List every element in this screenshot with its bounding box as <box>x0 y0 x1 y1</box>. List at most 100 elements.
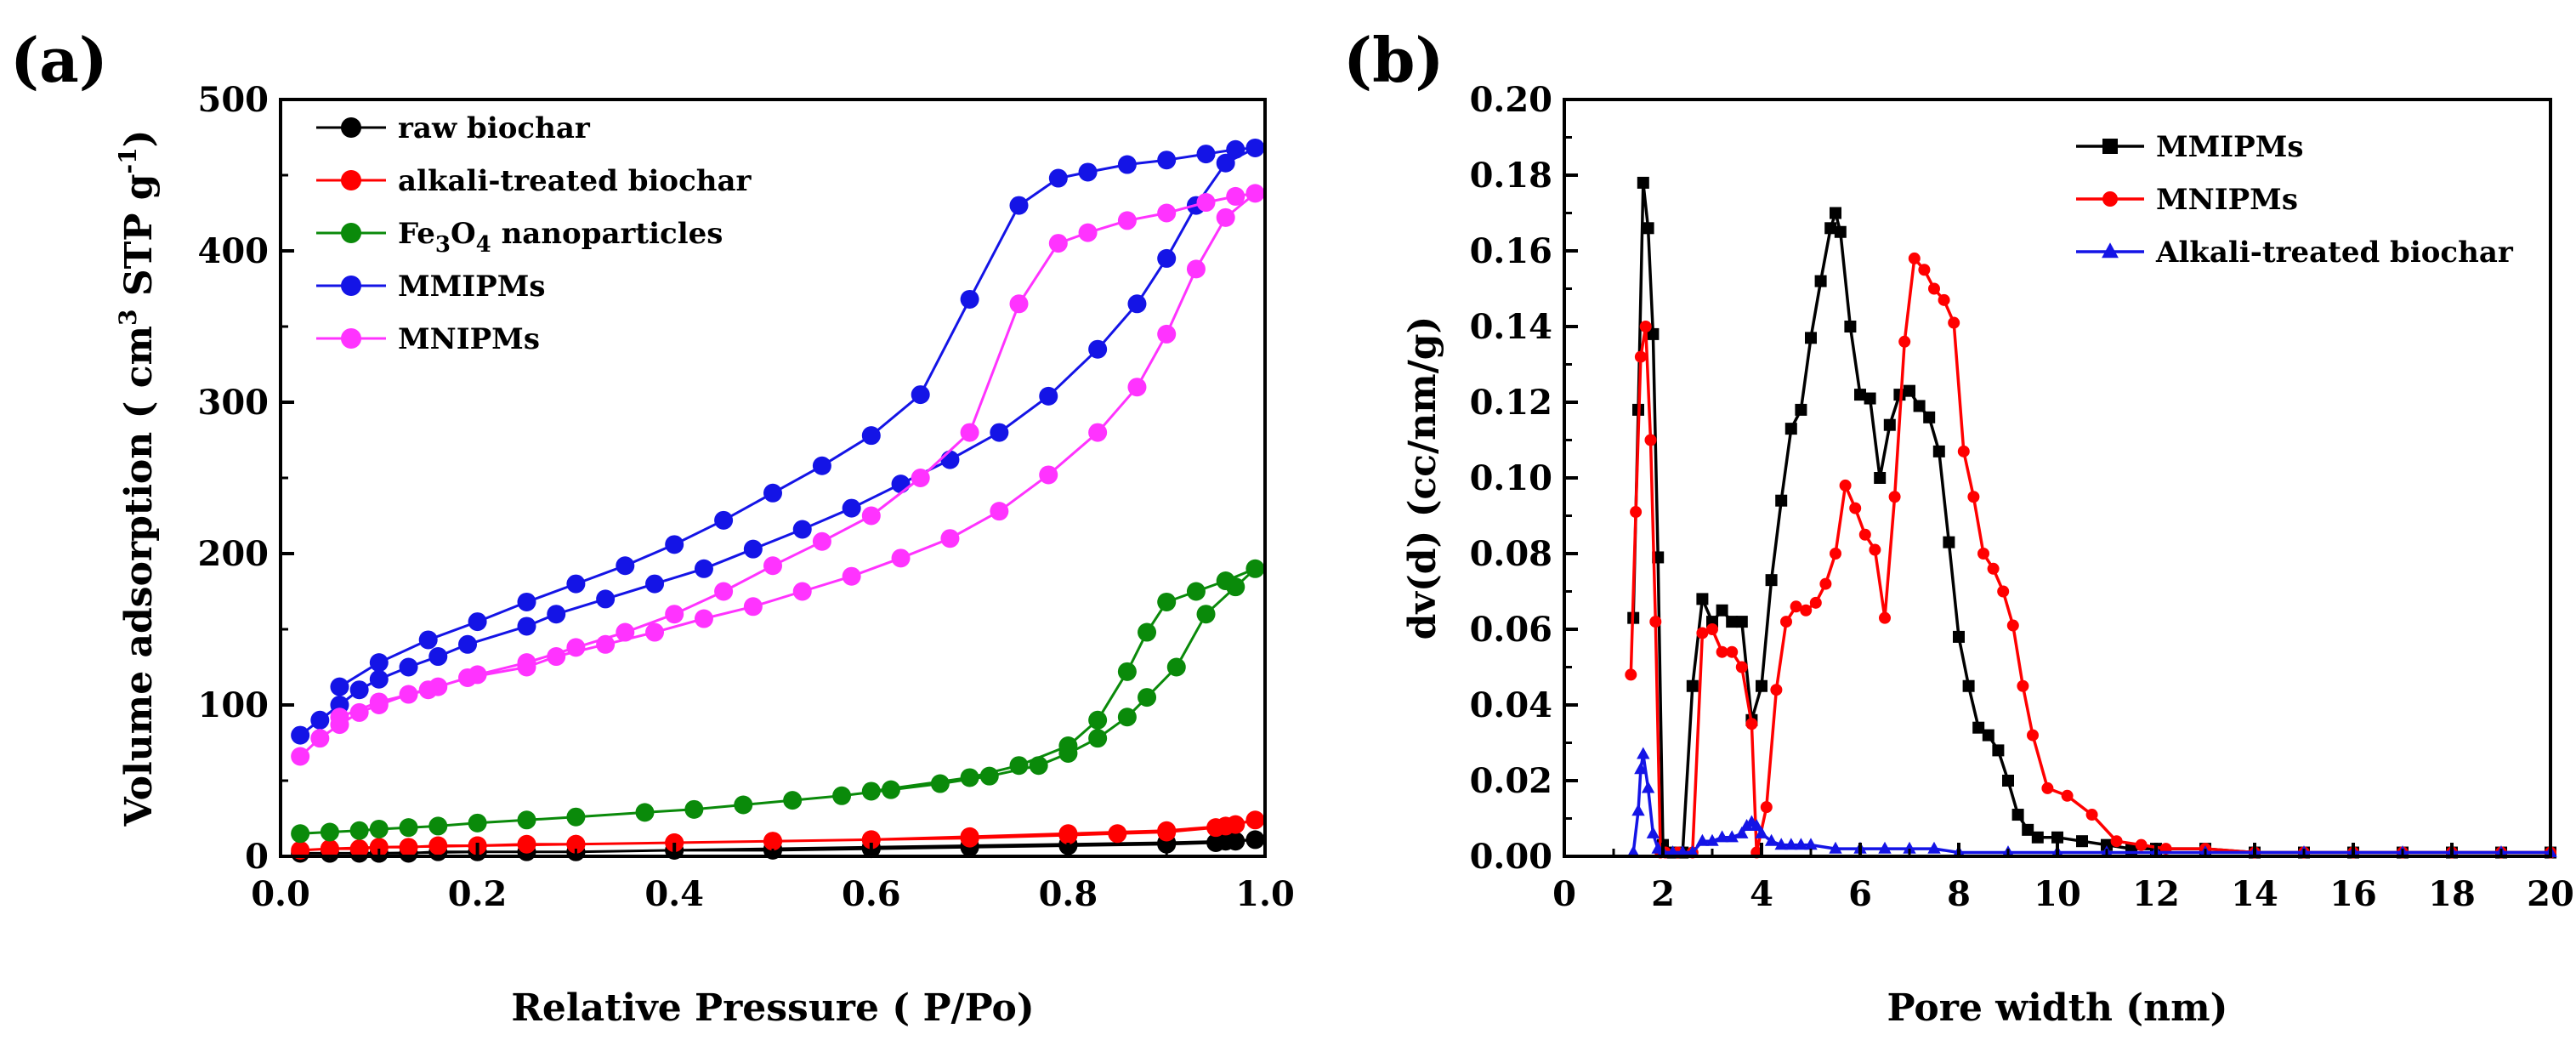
data-point-mnipms <box>1898 335 1911 348</box>
data-point-mmipms <box>1726 616 1739 628</box>
data-point-mmipms <box>1048 168 1068 188</box>
data-point-mmipms <box>1795 403 1807 416</box>
series-line-mnipms <box>1629 257 2550 855</box>
data-point-fe3o4-nanoparticles <box>979 766 999 786</box>
data-point-mnipms <box>2006 619 2019 632</box>
data-point-fe3o4-nanoparticles <box>1216 571 1235 591</box>
data-point-mmipms <box>616 556 635 576</box>
ylabel-sup-neg1: -1 <box>114 147 142 173</box>
data-point-mmipms <box>1972 721 1985 734</box>
data-point-mnipms <box>812 531 831 551</box>
data-point-mmipms <box>1117 155 1137 174</box>
panel-b-x-tick-label: 18 <box>2428 874 2476 914</box>
data-point-mnipms <box>2085 809 2098 821</box>
panel-a-y-tick-label: 0 <box>245 837 269 877</box>
panel-b-x-tick-label: 4 <box>1750 874 1773 914</box>
data-point-alkali-treated-biochar <box>1686 845 1699 858</box>
data-point-mnipms <box>861 506 881 526</box>
legend-marker <box>2102 139 2118 154</box>
data-point-fe3o4-nanoparticles <box>1186 582 1206 601</box>
data-point-mmipms <box>1686 679 1699 692</box>
data-point-mmipms <box>1216 153 1235 173</box>
data-point-mmipms <box>1932 445 1945 457</box>
data-point-mmipms <box>399 657 418 677</box>
data-point-mnipms <box>1987 562 2000 575</box>
panel-a-x-axis-title: Relative Pressure ( P/Po) <box>511 986 1034 1030</box>
panel-b-y-axis-title: dv(d) (cc/nm/g) <box>1401 316 1444 640</box>
data-point-alkali-treated-biochar <box>1634 762 1648 775</box>
data-point-mmipms <box>792 520 812 539</box>
data-point-mmipms <box>1943 536 1955 548</box>
series-mmipms <box>1627 176 2556 859</box>
panel-a-x-tick-label: 0.8 <box>1039 874 1098 914</box>
data-point-fe3o4-nanoparticles <box>960 768 979 787</box>
data-point-alkali-treated-biochar <box>1804 838 1818 850</box>
data-point-raw-biochar <box>1245 830 1265 850</box>
data-point-fe3o4-nanoparticles <box>684 799 704 819</box>
data-point-mnipms <box>1039 465 1058 485</box>
panel-b-x-tick-label: 2 <box>1651 874 1675 914</box>
data-point-mnipms <box>418 680 438 700</box>
panel-b: (b) 0 2 4 6 8 10 12 14 16 18 20 0.00 0.02 0.04 0.06 0.0… <box>1343 24 2574 1030</box>
data-point-mmipms <box>645 574 665 594</box>
panel-b-x-axis-title: Pore width (nm) <box>1887 986 2228 1030</box>
data-point-mnipms <box>1649 616 1662 628</box>
panel-a-legend: raw biochar alkali-treated biochar Fe3O4 n… <box>316 111 752 356</box>
data-point-alkali-treated-biochar <box>1794 838 1808 850</box>
panel-a-y-tick-label: 200 <box>198 534 270 574</box>
data-point-alkali-treated-biochar <box>1750 819 1763 831</box>
ylabel-main: Volume adsorption ( cm <box>117 326 161 827</box>
data-point-mnipms <box>1117 211 1137 230</box>
data-point-fe3o4-nanoparticles <box>1029 756 1048 776</box>
data-point-fe3o4-nanoparticles <box>566 807 586 827</box>
series-mmipms <box>291 138 1265 745</box>
data-point-alkali-treated-biochar <box>1631 804 1645 816</box>
legend-text-part: nanoparticles <box>491 217 723 251</box>
data-point-mmipms <box>517 617 536 636</box>
panel-b-x-tick-label: 6 <box>1848 874 1872 914</box>
data-point-fe3o4-nanoparticles <box>930 774 950 793</box>
data-point-mnipms <box>399 685 418 704</box>
data-point-alkali-treated-biochar <box>1108 824 1127 844</box>
data-point-fe3o4-nanoparticles <box>635 803 655 822</box>
data-point-mnipms <box>1790 600 1802 613</box>
legend-marker <box>341 170 361 190</box>
panel-b-legend: MMIPMs MNIPMs Alkali-treated biochar <box>2076 130 2514 270</box>
data-point-mnipms <box>1745 718 1758 730</box>
data-point-alkali-treated-biochar <box>369 838 389 857</box>
series-mnipms <box>291 184 1265 766</box>
data-point-mnipms <box>1625 668 1637 681</box>
data-point-mmipms <box>2101 838 2113 851</box>
legend-marker <box>341 276 361 296</box>
legend-marker <box>2102 191 2118 207</box>
data-point-mnipms <box>940 529 960 548</box>
data-point-mnipms <box>763 556 782 576</box>
legend-item-mnipms: MNIPMs <box>316 322 540 356</box>
data-point-mmipms <box>960 289 979 309</box>
data-point-mmipms <box>1904 384 1915 397</box>
data-point-mnipms <box>2135 838 2148 851</box>
legend-label: MMIPMs <box>398 270 546 304</box>
data-point-alkali-treated-biochar <box>960 827 979 846</box>
data-point-fe3o4-nanoparticles <box>291 824 310 844</box>
data-point-fe3o4-nanoparticles <box>1088 710 1108 730</box>
data-point-mmipms <box>2076 835 2088 848</box>
panel-b-y-tick-label: 0.18 <box>1470 156 1552 196</box>
panel-a-label: (a) <box>10 24 108 96</box>
data-point-alkali-treated-biochar <box>1695 833 1710 846</box>
panel-b-y-tick-label: 0.20 <box>1470 80 1552 120</box>
legend-marker <box>341 223 361 243</box>
data-point-mmipms <box>1647 327 1660 340</box>
panel-a-x-tick-label: 1.0 <box>1235 874 1295 914</box>
data-point-alkali-treated-biochar <box>1927 841 1941 854</box>
data-point-alkali-treated-biochar <box>428 836 448 855</box>
data-point-mnipms <box>1226 186 1245 206</box>
data-point-fe3o4-nanoparticles <box>783 791 803 810</box>
data-point-fe3o4-nanoparticles <box>1088 729 1108 748</box>
panel-b-y-tick-label: 0.12 <box>1470 383 1552 423</box>
panel-a-x-tick-label: 0.4 <box>644 874 704 914</box>
data-point-alkali-treated-biochar <box>566 834 586 854</box>
data-point-mnipms <box>1967 491 1980 503</box>
data-point-mmipms <box>1913 400 1926 412</box>
